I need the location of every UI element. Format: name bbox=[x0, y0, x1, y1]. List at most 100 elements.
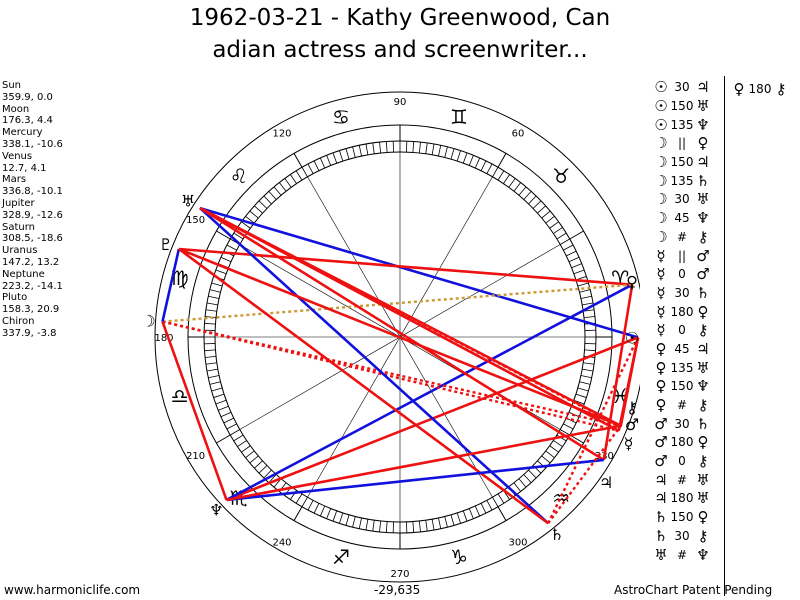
planet-glyph: ⚷ bbox=[775, 80, 787, 99]
planet-glyph: ♆ bbox=[696, 377, 710, 396]
degree-tick bbox=[358, 517, 362, 529]
degree-tick bbox=[412, 141, 415, 153]
aspect-row: ♃ # ♅ bbox=[652, 470, 728, 489]
degree-tick bbox=[583, 362, 595, 365]
planet-glyph-saturn: ♄ bbox=[550, 525, 564, 544]
degree-tick bbox=[513, 482, 521, 492]
aspect-symbol: # bbox=[676, 547, 688, 562]
planet-glyph: ♆ bbox=[696, 115, 710, 134]
aspect-line-moon-neptune bbox=[161, 321, 228, 501]
planet-glyph: ☿ bbox=[656, 265, 666, 284]
degree-tick bbox=[438, 517, 442, 529]
degree-tick bbox=[513, 182, 521, 192]
degree-tick bbox=[537, 205, 546, 214]
aspect-row: ☽ || ♀ bbox=[652, 134, 728, 153]
degree-tick bbox=[497, 170, 505, 181]
degree-tick bbox=[215, 269, 227, 275]
degree-tick bbox=[584, 349, 596, 352]
aspect-line-saturn-mercury bbox=[547, 425, 622, 524]
degree-tick bbox=[230, 429, 240, 436]
degree-tick bbox=[431, 143, 435, 155]
aspect-row: ♂ 30 ♄ bbox=[652, 414, 728, 433]
planet-position-list: Sun 359.9, 0.0 Moon 176.3, 4.4 Mercury 338.1,… bbox=[2, 80, 63, 340]
degree-tick bbox=[307, 163, 314, 174]
degree-tick bbox=[215, 399, 227, 405]
outer-ring bbox=[154, 91, 640, 583]
planet-coords-uranus: 147.2, 13.2 bbox=[2, 256, 60, 268]
zodiac-sign-glyph: ♑ bbox=[450, 545, 468, 569]
degree-tick bbox=[365, 519, 369, 531]
planet-glyph-venus: ♀ bbox=[626, 273, 638, 292]
aspect-symbol: 135 bbox=[670, 117, 694, 132]
planet-name-moon: Moon bbox=[2, 103, 30, 115]
website-footer: www.harmoniclife.com bbox=[4, 583, 141, 597]
planet-glyph: ♂ bbox=[696, 265, 710, 284]
aspect-row: ♀ 150 ♆ bbox=[652, 377, 728, 396]
planet-name-mars: Mars bbox=[2, 174, 27, 186]
degree-tick bbox=[249, 455, 259, 464]
sign-boundary bbox=[293, 153, 303, 168]
degree-tick bbox=[245, 216, 255, 224]
degree-tick bbox=[345, 514, 350, 526]
planet-glyph: ♅ bbox=[696, 489, 710, 508]
chart-title-line2: adian actress and screenwriter... bbox=[212, 37, 588, 63]
aspect-line-venus-neptune bbox=[225, 283, 633, 502]
degree-tick bbox=[211, 387, 223, 392]
degree-tick bbox=[218, 405, 229, 411]
aspect-line-sun-uranus bbox=[199, 206, 639, 339]
degree-tick bbox=[339, 150, 344, 162]
aspect-row: ☽ # ⚷ bbox=[652, 228, 728, 247]
aspect-line-venus-moon bbox=[162, 283, 633, 323]
planet-glyph: ♅ bbox=[696, 358, 710, 377]
degree-tick bbox=[553, 440, 563, 447]
planet-glyph: ☽ bbox=[654, 171, 668, 190]
aspect-row: ☉ 135 ♆ bbox=[652, 115, 728, 134]
degree-tick bbox=[208, 375, 220, 379]
planet-glyph-mercury: ☿ bbox=[624, 434, 634, 453]
planet-glyph: ⚷ bbox=[697, 321, 709, 340]
degree-tick bbox=[345, 148, 350, 160]
aspect-symbol: 30 bbox=[674, 416, 690, 431]
degree-tick bbox=[480, 160, 487, 171]
planet-coords-mercury: 338.1, -10.6 bbox=[2, 138, 63, 150]
degree-tick bbox=[418, 142, 421, 154]
degree-tick bbox=[474, 505, 481, 517]
degree-tick bbox=[258, 465, 268, 474]
degree-tick bbox=[233, 434, 244, 442]
planet-name-venus: Venus bbox=[2, 150, 33, 162]
aspect-symbol: 150 bbox=[670, 510, 694, 525]
planet-name-chiron: Chiron bbox=[2, 315, 35, 327]
degree-tick bbox=[379, 520, 382, 532]
degree-tick bbox=[220, 256, 232, 263]
zodiac-signs: ♈♉♊♋♌♍♎♏♐♑♒♓ bbox=[171, 105, 629, 569]
planet-glyph: ♅ bbox=[696, 470, 710, 489]
degree-tick bbox=[549, 221, 559, 229]
planet-glyph: ☽ bbox=[654, 227, 668, 246]
degree-tick bbox=[438, 145, 442, 157]
degree-tick bbox=[352, 146, 356, 158]
degree-ticks bbox=[188, 125, 612, 549]
degree-label: 300 bbox=[508, 537, 527, 548]
aspect-lines bbox=[161, 206, 640, 525]
planet-coords-saturn: 308.5, -18.6 bbox=[2, 233, 63, 245]
planet-coords-venus: 12.7, 4.1 bbox=[2, 162, 47, 174]
planet-glyph-sun: ☉ bbox=[625, 328, 639, 347]
planet-glyph: ☿ bbox=[656, 321, 666, 340]
degree-tick bbox=[263, 195, 272, 205]
degree-tick bbox=[332, 510, 338, 522]
planet-glyph-jupiter: ♃ bbox=[599, 473, 613, 492]
degree-tick bbox=[263, 469, 272, 479]
zodiac-sign-glyph: ♉ bbox=[552, 164, 570, 188]
planet-coords-moon: 176.3, 4.4 bbox=[2, 115, 53, 127]
aspect-row: ☿ 0 ♂ bbox=[652, 265, 728, 284]
planet-glyph: ☽ bbox=[654, 209, 668, 228]
aspect-line-neptune-jupiter bbox=[226, 458, 604, 502]
planet-glyph: ♃ bbox=[696, 78, 710, 97]
astro-wheel: 9060120150180210240270300330 ♈♉♊♋♌♍♎♏♐♑♒… bbox=[141, 91, 640, 583]
planet-glyph: ♄ bbox=[696, 283, 710, 302]
degree-tick bbox=[518, 478, 527, 488]
planet-glyph: ☽ bbox=[654, 153, 668, 172]
zodiac-sign-glyph: ♐ bbox=[332, 545, 350, 569]
planet-glyph: ♃ bbox=[696, 339, 710, 358]
aspect-symbol: 30 bbox=[674, 80, 690, 95]
